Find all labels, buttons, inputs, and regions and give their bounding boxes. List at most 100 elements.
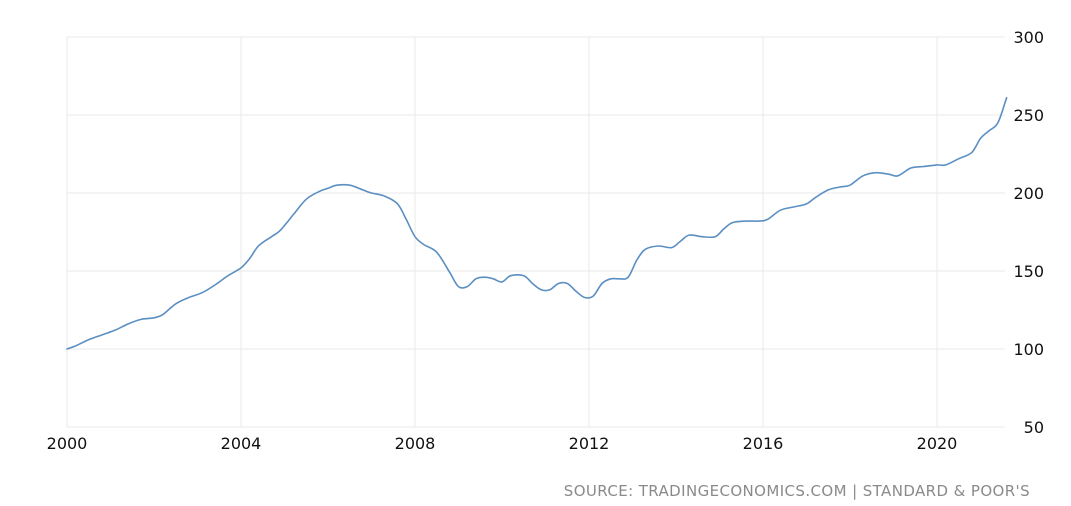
x-tick-label: 2012	[569, 434, 610, 453]
data-point	[227, 275, 229, 277]
data-point	[945, 164, 947, 166]
data-point	[923, 166, 925, 168]
data-point	[384, 195, 386, 197]
data-point	[423, 244, 425, 246]
y-tick-label: 100	[1013, 340, 1044, 359]
data-point	[601, 283, 603, 285]
data-point	[897, 175, 899, 177]
data-point	[327, 188, 329, 190]
x-tick-label: 2000	[47, 434, 88, 453]
data-point	[292, 214, 294, 216]
data-point	[997, 122, 999, 124]
data-point	[758, 220, 760, 222]
data-point	[567, 283, 569, 285]
x-axis-tick-labels: 2000 2004 2008 2012 2016 2020	[47, 434, 958, 453]
data-point	[279, 230, 281, 232]
data-point	[240, 267, 242, 269]
data-point	[66, 348, 68, 350]
data-point	[523, 275, 525, 277]
data-point	[449, 272, 451, 274]
data-point	[658, 245, 660, 247]
y-axis-tick-labels: 300 250 200 150 100 50	[1013, 28, 1044, 437]
series-points	[66, 97, 1007, 350]
data-point	[888, 174, 890, 176]
source-attribution: SOURCE: TRADINGECONOMICS.COM | STANDARD …	[564, 482, 1030, 500]
data-point	[493, 278, 495, 280]
data-point	[540, 289, 542, 291]
data-point	[414, 236, 416, 238]
data-point	[814, 197, 816, 199]
data-point	[732, 222, 734, 224]
data-point	[701, 236, 703, 238]
data-point	[680, 241, 682, 243]
data-point	[875, 172, 877, 174]
data-point	[780, 209, 782, 211]
data-point	[162, 314, 164, 316]
y-tick-label: 300	[1013, 28, 1044, 47]
data-point	[619, 278, 621, 280]
data-point	[101, 334, 103, 336]
x-tick-label: 2016	[743, 434, 784, 453]
data-point	[558, 283, 560, 285]
data-point	[910, 167, 912, 169]
x-tick-label: 2020	[917, 434, 958, 453]
data-point	[201, 292, 203, 294]
y-tick-label: 150	[1013, 262, 1044, 281]
data-point	[636, 259, 638, 261]
data-point	[793, 206, 795, 208]
data-point	[767, 219, 769, 221]
data-point	[271, 236, 273, 238]
data-point	[806, 203, 808, 205]
data-point	[466, 286, 468, 288]
y-tick-label: 200	[1013, 184, 1044, 203]
data-point	[88, 339, 90, 341]
data-point	[723, 228, 725, 230]
data-point	[714, 236, 716, 238]
data-point	[153, 317, 155, 319]
data-point	[584, 297, 586, 299]
x-tick-label: 2008	[395, 434, 436, 453]
data-point	[627, 276, 629, 278]
data-point	[484, 276, 486, 278]
x-tick-label: 2004	[221, 434, 262, 453]
data-point	[645, 248, 647, 250]
data-point	[175, 303, 177, 305]
data-point	[362, 189, 364, 191]
data-point	[862, 175, 864, 177]
data-point	[114, 330, 116, 332]
y-tick-label: 250	[1013, 106, 1044, 125]
data-point	[458, 286, 460, 288]
data-point	[75, 345, 77, 347]
data-point	[671, 247, 673, 249]
data-point	[188, 297, 190, 299]
data-point	[849, 184, 851, 186]
data-point	[214, 284, 216, 286]
data-point	[575, 291, 577, 293]
data-point	[406, 219, 408, 221]
data-point	[140, 319, 142, 321]
data-point	[258, 245, 260, 247]
data-point	[336, 184, 338, 186]
data-point	[319, 191, 321, 193]
data-point	[532, 283, 534, 285]
data-point	[971, 152, 973, 154]
data-point	[475, 278, 477, 280]
data-point	[841, 186, 843, 188]
data-point	[349, 184, 351, 186]
data-point	[828, 189, 830, 191]
data-point	[501, 281, 503, 283]
y-tick-label: 50	[1024, 418, 1044, 437]
data-point	[371, 192, 373, 194]
data-point	[936, 164, 938, 166]
gridlines	[66, 36, 1005, 428]
data-point	[397, 203, 399, 205]
data-point	[306, 198, 308, 200]
data-point	[988, 130, 990, 132]
data-point	[593, 295, 595, 297]
series-line	[66, 97, 1008, 350]
data-point	[510, 275, 512, 277]
data-point	[127, 323, 129, 325]
data-point	[1006, 97, 1008, 99]
data-point	[980, 138, 982, 140]
